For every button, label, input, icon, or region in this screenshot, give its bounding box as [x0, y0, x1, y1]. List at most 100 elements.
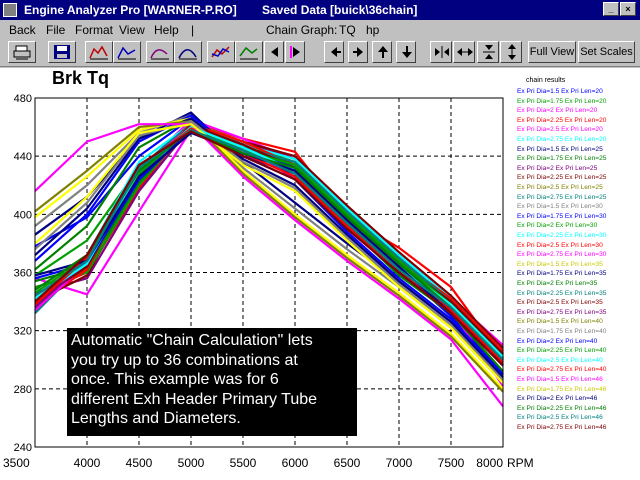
legend-item: Ex Pri Dia=1.5 Ex Pri Len=25 [517, 145, 603, 153]
save-button[interactable] [48, 41, 76, 63]
scroll-left-button[interactable] [264, 41, 284, 63]
y-tick-label: 280 [14, 384, 32, 396]
legend-item: Ex Pri Dia=2.75 Ex Pri Len=20 [517, 136, 607, 143]
save-icon [54, 45, 70, 59]
menu-separator: | [191, 23, 195, 37]
graph-a-icon [89, 45, 108, 60]
legend-item: Ex Pri Dia=2 Ex Pri Len=30 [517, 222, 598, 230]
zoom-in-vertical-button[interactable] [477, 41, 499, 63]
set-scales-button[interactable]: Set Scales [578, 41, 635, 63]
series-line [34, 117, 504, 390]
graph-f-button[interactable] [235, 41, 263, 63]
menu-back[interactable]: Back [9, 23, 36, 37]
title-bar: Engine Analyzer Pro [WARNER-P.RO] Saved … [0, 0, 640, 20]
chain-graph-label: Chain Graph: [266, 23, 338, 37]
menu-hp[interactable]: hp [366, 23, 380, 37]
close-button[interactable]: × [620, 2, 636, 16]
x-tick-label: 6500 [334, 456, 361, 470]
move-left-button[interactable] [324, 41, 344, 63]
full-view-button[interactable]: Full View [528, 41, 576, 63]
legend-item: Ex Pri Dia=1.75 Ex Pri Len=40 [517, 328, 607, 335]
move-up-button[interactable] [372, 41, 392, 63]
x-tick-label: 4500 [126, 456, 153, 470]
legend-item: Ex Pri Dia=1.75 Ex Pri Len=30 [517, 212, 607, 220]
series-line [34, 123, 504, 384]
print-button[interactable] [8, 41, 36, 63]
y-tick-label: 440 [14, 151, 32, 163]
menu-bar: Back File Format View Help | Chain Graph… [0, 20, 640, 39]
series-line [34, 117, 504, 378]
legend-item: Ex Pri Dia=2.75 Ex Pri Len=25 [517, 193, 607, 201]
x-tick-label: 4000 [74, 456, 101, 470]
legend-item: Ex Pri Dia=2.75 Ex Pri Len=40 [517, 366, 607, 374]
y-tick-label: 480 [14, 93, 32, 105]
callout-line: once. This example was for 6 [71, 371, 279, 388]
menu-view[interactable]: View [119, 23, 145, 37]
y-tick-label: 360 [14, 268, 32, 280]
graph-d-icon [178, 49, 197, 60]
legend-item: Ex Pri Dia=2.25 Ex Pri Len=20 [517, 116, 607, 124]
legend-item: Ex Pri Dia=2.5 Ex Pri Len=40 [517, 356, 603, 364]
window-title: Engine Analyzer Pro [WARNER-P.RO] [24, 3, 237, 17]
move-up-icon [378, 46, 388, 58]
legend-item: Ex Pri Dia=2.5 Ex Pri Len=25 [517, 184, 603, 191]
legend-item: Ex Pri Dia=1.5 Ex Pri Len=30 [517, 203, 603, 211]
scroll-right-icon [290, 46, 300, 58]
legend-item: Ex Pri Dia=2 Ex Pri Len=25 [517, 164, 598, 172]
menu-file[interactable]: File [46, 23, 66, 37]
callout-line: you try up to 36 combinations at [71, 351, 298, 369]
scroll-left-icon [271, 47, 278, 57]
move-down-button[interactable] [396, 41, 416, 63]
plot-frame [34, 97, 504, 448]
scroll-right-button[interactable] [285, 41, 305, 63]
move-down-icon [402, 46, 412, 58]
zoom-in-horizontal-button[interactable] [430, 41, 452, 63]
zoom-out-horizontal-button[interactable] [453, 41, 475, 63]
series-line [34, 120, 504, 393]
zoom-in-vertical-icon [483, 45, 495, 59]
print-icon [13, 45, 31, 60]
graph-c-button[interactable] [146, 41, 174, 63]
graph-a-button[interactable] [85, 41, 113, 63]
zoom-out-horizontal-icon [457, 48, 473, 56]
legend-item: Ex Pri Dia=2.5 Ex Pri Len=20 [517, 126, 603, 134]
legend-item: Ex Pri Dia=2 Ex Pri Len=40 [517, 337, 598, 345]
x-axis-label: RPM [507, 456, 534, 470]
callout-line: Lengths and Diameters. [71, 410, 241, 427]
menu-help[interactable]: Help [154, 23, 179, 37]
legend-item: Ex Pri Dia=2 Ex Pri Len=20 [517, 107, 598, 115]
menu-format[interactable]: Format [75, 23, 114, 37]
legend-item: Ex Pri Dia=2 Ex Pri Len=35 [517, 280, 598, 287]
move-right-icon [353, 47, 363, 57]
zoom-out-vertical-icon [508, 44, 516, 60]
app-icon[interactable] [3, 3, 17, 17]
legend-item: Ex Pri Dia=1.5 Ex Pri Len=46 [517, 376, 603, 383]
x-tick-label: 3500 [3, 456, 30, 470]
legend-title: chain results [526, 77, 566, 84]
minimize-button[interactable]: _ [603, 2, 619, 16]
graph-b-button[interactable] [113, 41, 141, 63]
callout-line: Automatic "Chain Calculation" lets [71, 332, 313, 349]
legend-item: Ex Pri Dia=2.25 Ex Pri Len=46 [517, 404, 607, 412]
series-line [34, 128, 504, 361]
legend-item: Ex Pri Dia=2.5 Ex Pri Len=35 [517, 299, 603, 307]
callout-line: different Exh Header Primary Tube [71, 390, 318, 408]
legend-item: Ex Pri Dia=1.75 Ex Pri Len=35 [517, 270, 607, 278]
menu-tq[interactable]: TQ [339, 23, 356, 37]
x-tick-label: 5000 [178, 456, 205, 470]
x-tick-label: 5500 [230, 456, 257, 470]
legend-item: Ex Pri Dia=2.25 Ex Pri Len=40 [517, 347, 607, 355]
y-tick-label: 240 [14, 442, 32, 454]
graph-d-button[interactable] [174, 41, 202, 63]
y-tick-label: 400 [14, 209, 32, 221]
legend-item: Ex Pri Dia=2.75 Ex Pri Len=30 [517, 251, 607, 259]
legend-item: Ex Pri Dia=2.5 Ex Pri Len=46 [517, 414, 603, 422]
legend-item: Ex Pri Dia=2.5 Ex Pri Len=30 [517, 241, 603, 249]
x-tick-label: 6000 [282, 456, 309, 470]
zoom-out-vertical-button[interactable] [500, 41, 522, 63]
move-right-button[interactable] [348, 41, 368, 63]
graph-e-button[interactable] [207, 41, 235, 63]
graph-e-icon [211, 46, 230, 58]
graph-f-icon [239, 46, 258, 60]
move-left-icon [331, 47, 341, 57]
